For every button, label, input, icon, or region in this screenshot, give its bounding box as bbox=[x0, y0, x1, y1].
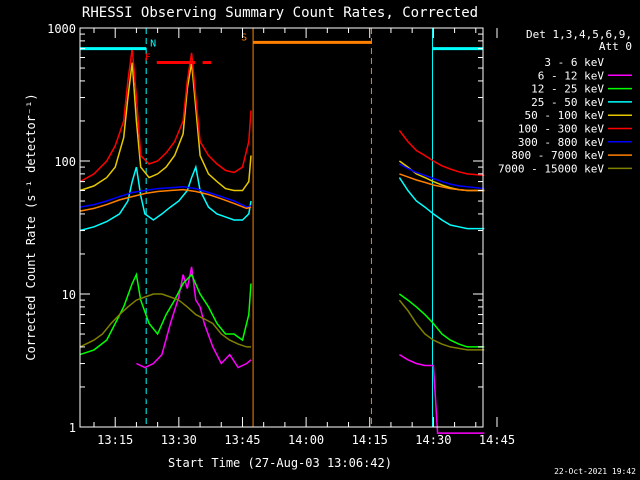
legend-label-1: 6 - 12 keV bbox=[538, 69, 605, 82]
series-line-4-0 bbox=[79, 62, 252, 192]
y-tick-label-1: 10 bbox=[62, 288, 76, 302]
series-5 bbox=[79, 48, 485, 183]
x-tick-label-5: 14:30 bbox=[415, 433, 451, 447]
x-tick-label-4: 14:15 bbox=[352, 433, 388, 447]
legend-label-2: 12 - 25 keV bbox=[531, 83, 604, 96]
legend-label-4: 50 - 100 keV bbox=[525, 109, 605, 122]
series-line-3-0 bbox=[79, 164, 252, 232]
night-label: N bbox=[150, 39, 156, 50]
series-line-0-0 bbox=[135, 354, 252, 428]
series-line-7-0 bbox=[79, 188, 252, 212]
x-tick-label-2: 13:45 bbox=[224, 433, 260, 447]
x-tick-label-3: 14:00 bbox=[288, 433, 324, 447]
series-8 bbox=[79, 293, 485, 351]
series-line-8-0 bbox=[79, 293, 251, 348]
series-line-1-1 bbox=[399, 353, 485, 434]
axis-ticks: 1 10 100 1000 13:15 13:30 13:45 14:00 14:15 14:30… bbox=[47, 22, 515, 447]
y-tick-label-2: 100 bbox=[54, 155, 76, 169]
series-line-6-0 bbox=[79, 186, 252, 208]
legend-label-6: 300 - 800 keV bbox=[518, 136, 604, 149]
y-tick-label-0: 1 bbox=[69, 421, 76, 435]
plot-frame bbox=[79, 27, 484, 428]
series-line-2-1 bbox=[398, 293, 485, 348]
legend-header-attenuator: Att 0 bbox=[599, 40, 632, 53]
series-7 bbox=[79, 173, 485, 212]
y-tick-label-3: 1000 bbox=[47, 22, 76, 36]
x-tick-label-6: 14:45 bbox=[479, 433, 515, 447]
series-6 bbox=[79, 163, 485, 208]
y-axis-label: Corrected Count Rate (s⁻¹ detector⁻¹) bbox=[24, 93, 38, 360]
series-line-7-1 bbox=[399, 173, 485, 192]
series-line-1-0 bbox=[136, 266, 252, 369]
legend-header-detectors: Det 1,3,4,5,6,9, bbox=[526, 28, 632, 41]
x-axis-label: Start Time (27-Aug-03 13:06:42) bbox=[168, 456, 392, 470]
x-tick-label-1: 13:30 bbox=[161, 433, 197, 447]
legend-label-5: 100 - 300 keV bbox=[518, 123, 604, 136]
series-1 bbox=[136, 266, 485, 434]
legend-label-0: 3 - 6 keV bbox=[544, 56, 604, 69]
series-3 bbox=[79, 164, 485, 232]
flare-label: F bbox=[145, 53, 151, 64]
series-line-5-1 bbox=[398, 129, 485, 177]
legend-label-3: 25 - 50 keV bbox=[531, 96, 604, 109]
legend-label-7: 800 - 7000 keV bbox=[511, 149, 604, 162]
series-line-3-1 bbox=[398, 177, 485, 230]
chart-title: RHESSI Observing Summary Count Rates, Co… bbox=[82, 5, 478, 21]
series-line-6-1 bbox=[399, 163, 485, 190]
footer-date: 22-Oct-2021 19:42 bbox=[554, 467, 636, 476]
legend-label-8: 7000 - 15000 keV bbox=[498, 162, 604, 175]
x-tick-label-0: 13:15 bbox=[97, 433, 133, 447]
series-line-5-0 bbox=[79, 48, 252, 183]
series-line-8-1 bbox=[398, 299, 485, 351]
saa-label: S bbox=[241, 32, 247, 43]
